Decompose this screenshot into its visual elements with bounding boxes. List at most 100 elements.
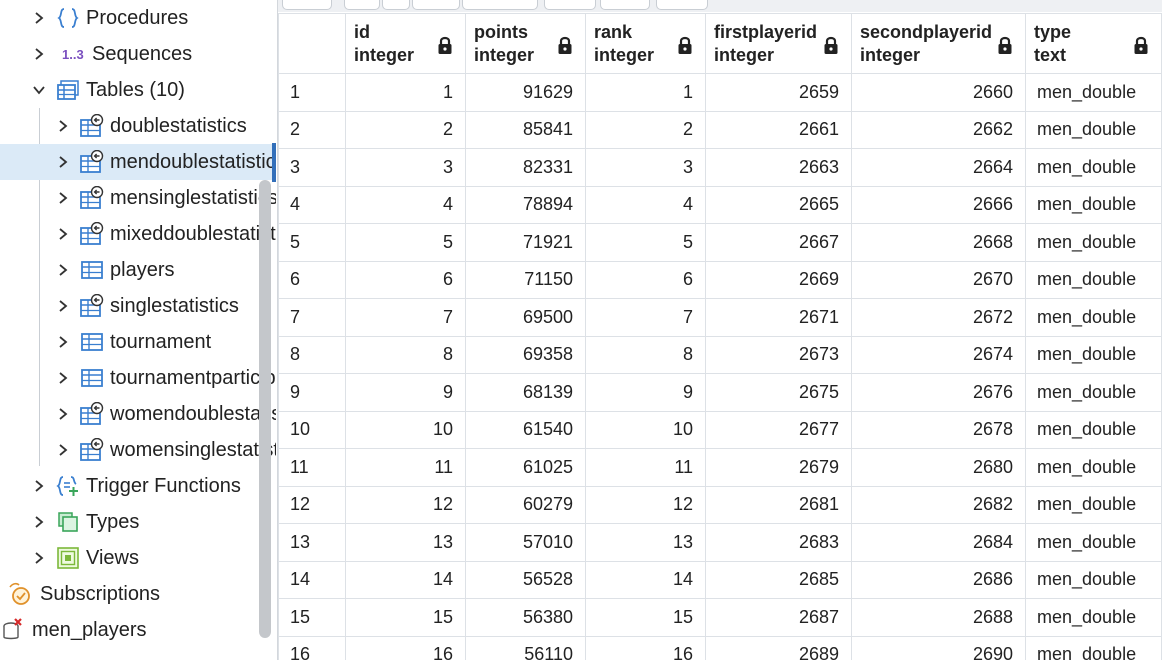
cell-rank[interactable]: 8 xyxy=(585,335,706,374)
row-number[interactable]: 6 xyxy=(278,260,346,299)
cell-rank[interactable]: 6 xyxy=(585,260,706,299)
table-row[interactable]: 9 9 68139 9 2675 2676 men_double xyxy=(278,373,1162,412)
table-row[interactable]: 16 16 56110 16 2689 2690 men_double xyxy=(278,635,1162,660)
cell-id[interactable]: 12 xyxy=(345,485,466,524)
toolbar-button[interactable] xyxy=(382,0,410,10)
cell-secondplayerid[interactable]: 2678 xyxy=(851,410,1026,449)
sidebar-scrollbar-thumb[interactable] xyxy=(259,180,271,638)
cell-rank[interactable]: 7 xyxy=(585,298,706,337)
chevron-right-icon[interactable] xyxy=(56,407,70,421)
tree-item[interactable]: Types xyxy=(0,504,276,540)
cell-type[interactable]: men_double xyxy=(1025,298,1162,337)
chevron-down-icon[interactable] xyxy=(32,83,46,97)
cell-rank[interactable]: 1 xyxy=(585,73,706,112)
row-number[interactable]: 8 xyxy=(278,335,346,374)
cell-secondplayerid[interactable]: 2672 xyxy=(851,298,1026,337)
tree-item[interactable]: womendoublestatistics xyxy=(0,396,276,432)
cell-firstplayerid[interactable]: 2669 xyxy=(705,260,852,299)
chevron-right-icon[interactable] xyxy=(56,263,70,277)
cell-id[interactable]: 7 xyxy=(345,298,466,337)
table-row[interactable]: 14 14 56528 14 2685 2686 men_double xyxy=(278,560,1162,599)
chevron-right-icon[interactable] xyxy=(32,47,46,61)
cell-firstplayerid[interactable]: 2661 xyxy=(705,110,852,149)
cell-rank[interactable]: 2 xyxy=(585,110,706,149)
cell-type[interactable]: men_double xyxy=(1025,410,1162,449)
cell-rank[interactable]: 10 xyxy=(585,410,706,449)
cell-type[interactable]: men_double xyxy=(1025,148,1162,187)
row-number[interactable]: 4 xyxy=(278,185,346,224)
cell-type[interactable]: men_double xyxy=(1025,223,1162,262)
column-header-type[interactable]: type text xyxy=(1025,13,1162,74)
cell-secondplayerid[interactable]: 2660 xyxy=(851,73,1026,112)
row-number[interactable]: 16 xyxy=(278,635,346,660)
cell-id[interactable]: 15 xyxy=(345,598,466,637)
tree-item[interactable]: Tables (10) xyxy=(0,72,276,108)
tree-item[interactable]: tournament xyxy=(0,324,276,360)
chevron-right-icon[interactable] xyxy=(56,191,70,205)
tree-item[interactable]: Procedures xyxy=(0,0,276,36)
cell-firstplayerid[interactable]: 2677 xyxy=(705,410,852,449)
table-row[interactable]: 5 5 71921 5 2667 2668 men_double xyxy=(278,223,1162,262)
cell-type[interactable]: men_double xyxy=(1025,560,1162,599)
cell-secondplayerid[interactable]: 2674 xyxy=(851,335,1026,374)
row-number[interactable]: 2 xyxy=(278,110,346,149)
cell-points[interactable]: 61540 xyxy=(465,410,586,449)
table-row[interactable]: 6 6 71150 6 2669 2670 men_double xyxy=(278,260,1162,299)
toolbar-button[interactable] xyxy=(282,0,332,10)
cell-id[interactable]: 1 xyxy=(345,73,466,112)
chevron-right-icon[interactable] xyxy=(56,371,70,385)
cell-id[interactable]: 16 xyxy=(345,635,466,660)
cell-type[interactable]: men_double xyxy=(1025,485,1162,524)
cell-firstplayerid[interactable]: 2681 xyxy=(705,485,852,524)
tree-item[interactable]: 1..3 Sequences xyxy=(0,36,276,72)
toolbar-button[interactable] xyxy=(600,0,650,10)
row-number[interactable]: 9 xyxy=(278,373,346,412)
cell-firstplayerid[interactable]: 2673 xyxy=(705,335,852,374)
tree-item[interactable]: singlestatistics xyxy=(0,288,276,324)
cell-firstplayerid[interactable]: 2675 xyxy=(705,373,852,412)
row-number[interactable]: 12 xyxy=(278,485,346,524)
cell-type[interactable]: men_double xyxy=(1025,73,1162,112)
chevron-right-icon[interactable] xyxy=(56,155,70,169)
chevron-right-icon[interactable] xyxy=(32,515,46,529)
cell-id[interactable]: 13 xyxy=(345,523,466,562)
cell-points[interactable]: 85841 xyxy=(465,110,586,149)
cell-points[interactable]: 68139 xyxy=(465,373,586,412)
cell-id[interactable]: 9 xyxy=(345,373,466,412)
cell-id[interactable]: 14 xyxy=(345,560,466,599)
cell-rank[interactable]: 4 xyxy=(585,185,706,224)
table-row[interactable]: 2 2 85841 2 2661 2662 men_double xyxy=(278,110,1162,149)
cell-rank[interactable]: 3 xyxy=(585,148,706,187)
cell-secondplayerid[interactable]: 2666 xyxy=(851,185,1026,224)
tree-item[interactable]: mensinglestatistics xyxy=(0,180,276,216)
cell-points[interactable]: 82331 xyxy=(465,148,586,187)
column-header-id[interactable]: id integer xyxy=(345,13,466,74)
cell-secondplayerid[interactable]: 2662 xyxy=(851,110,1026,149)
row-number[interactable]: 7 xyxy=(278,298,346,337)
chevron-right-icon[interactable] xyxy=(32,551,46,565)
cell-type[interactable]: men_double xyxy=(1025,110,1162,149)
chevron-right-icon[interactable] xyxy=(56,119,70,133)
cell-points[interactable]: 57010 xyxy=(465,523,586,562)
cell-type[interactable]: men_double xyxy=(1025,373,1162,412)
table-row[interactable]: 7 7 69500 7 2671 2672 men_double xyxy=(278,298,1162,337)
table-row[interactable]: 15 15 56380 15 2687 2688 men_double xyxy=(278,598,1162,637)
row-number[interactable]: 10 xyxy=(278,410,346,449)
chevron-right-icon[interactable] xyxy=(56,335,70,349)
tree-item[interactable]: Trigger Functions xyxy=(0,468,276,504)
cell-rank[interactable]: 12 xyxy=(585,485,706,524)
cell-points[interactable]: 61025 xyxy=(465,448,586,487)
chevron-right-icon[interactable] xyxy=(32,11,46,25)
cell-id[interactable]: 6 xyxy=(345,260,466,299)
toolbar-button[interactable] xyxy=(544,0,596,10)
cell-type[interactable]: men_double xyxy=(1025,523,1162,562)
cell-firstplayerid[interactable]: 2689 xyxy=(705,635,852,660)
cell-firstplayerid[interactable]: 2665 xyxy=(705,185,852,224)
cell-secondplayerid[interactable]: 2690 xyxy=(851,635,1026,660)
cell-points[interactable]: 69500 xyxy=(465,298,586,337)
toolbar-button[interactable] xyxy=(656,0,708,10)
column-header-rank[interactable]: rank integer xyxy=(585,13,706,74)
row-number[interactable]: 15 xyxy=(278,598,346,637)
chevron-right-icon[interactable] xyxy=(32,479,46,493)
cell-firstplayerid[interactable]: 2659 xyxy=(705,73,852,112)
